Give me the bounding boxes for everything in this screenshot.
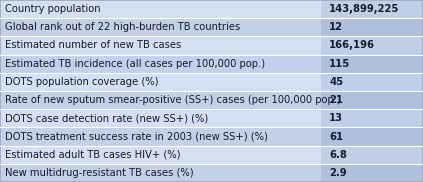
Text: 12: 12 [329, 22, 343, 32]
Bar [0, 36, 321, 55]
Text: 21: 21 [329, 95, 343, 105]
Bar [321, 0, 423, 18]
Bar [0, 164, 321, 182]
Text: Estimated number of new TB cases: Estimated number of new TB cases [5, 41, 182, 50]
Text: 143,899,225: 143,899,225 [329, 4, 399, 14]
Bar [0, 127, 321, 146]
Text: Global rank out of 22 high-burden TB countries: Global rank out of 22 high-burden TB cou… [5, 22, 241, 32]
Bar [321, 36, 423, 55]
Bar [0, 18, 321, 36]
Text: 13: 13 [329, 113, 343, 123]
Text: Country population: Country population [5, 4, 101, 14]
Text: Estimated TB incidence (all cases per 100,000 pop.): Estimated TB incidence (all cases per 10… [5, 59, 266, 69]
Text: Rate of new sputum smear-positive (SS+) cases (per 100,000 pop.): Rate of new sputum smear-positive (SS+) … [5, 95, 341, 105]
Text: 6.8: 6.8 [329, 150, 347, 160]
Bar [0, 109, 321, 127]
Text: DOTS case detection rate (new SS+) (%): DOTS case detection rate (new SS+) (%) [5, 113, 209, 123]
Text: 115: 115 [329, 59, 350, 69]
Text: DOTS population coverage (%): DOTS population coverage (%) [5, 77, 159, 87]
Bar [0, 73, 321, 91]
Text: 166,196: 166,196 [329, 41, 375, 50]
Bar [0, 91, 321, 109]
Bar [321, 127, 423, 146]
Text: 2.9: 2.9 [329, 168, 347, 178]
Bar [321, 55, 423, 73]
Text: Estimated adult TB cases HIV+ (%): Estimated adult TB cases HIV+ (%) [5, 150, 181, 160]
Bar [321, 146, 423, 164]
Bar [321, 164, 423, 182]
Text: 61: 61 [329, 132, 343, 141]
Text: 45: 45 [329, 77, 343, 87]
Text: DOTS treatment success rate in 2003 (new SS+) (%): DOTS treatment success rate in 2003 (new… [5, 132, 268, 141]
Bar [321, 73, 423, 91]
Text: New multidrug-resistant TB cases (%): New multidrug-resistant TB cases (%) [5, 168, 194, 178]
Bar [321, 91, 423, 109]
Bar [321, 18, 423, 36]
Bar [0, 146, 321, 164]
Bar [0, 55, 321, 73]
Bar [321, 109, 423, 127]
Bar [0, 0, 321, 18]
